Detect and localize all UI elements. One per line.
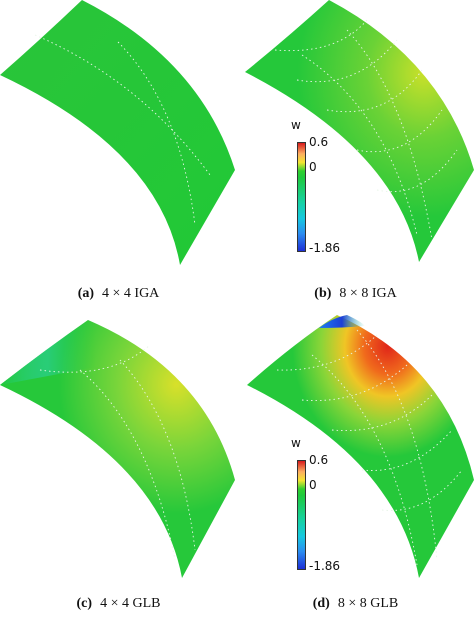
caption-c: (c) 4 × 4 GLB — [76, 596, 161, 611]
shell-surface-c — [0, 320, 235, 578]
panel-b: w 0.6 0 -1.86 (b) 8 × 8 IGA — [237, 0, 474, 310]
caption-d: (d) 8 × 8 GLB — [312, 596, 399, 611]
shell-surface-a — [0, 0, 235, 265]
colorbar-mid-label: 0 — [309, 160, 317, 174]
panel-d: w 0.6 0 -1.86 (d) 8 × 8 GLB — [237, 310, 474, 620]
colorbar-title: w — [291, 436, 301, 450]
caption-a: (a) 4 × 4 IGA — [77, 286, 160, 301]
colorbar-max-label: 0.6 — [309, 453, 329, 467]
colorbar-gradient — [297, 460, 306, 570]
colorbar-gradient — [297, 142, 306, 252]
colorbar-title: w — [291, 118, 301, 132]
panel-a: (a) 4 × 4 IGA — [0, 0, 237, 310]
panel-c: (c) 4 × 4 GLB — [0, 310, 237, 620]
colorbar-max-label: 0.6 — [309, 135, 329, 149]
colorbar-min-label: -1.86 — [309, 559, 341, 573]
colorbar-min-label: -1.86 — [309, 241, 341, 255]
colorbar-mid-label: 0 — [309, 478, 317, 492]
shell-surface-b — [245, 0, 474, 262]
shell-surface-d — [247, 315, 474, 578]
caption-b: (b) 8 × 8 IGA — [314, 286, 397, 301]
